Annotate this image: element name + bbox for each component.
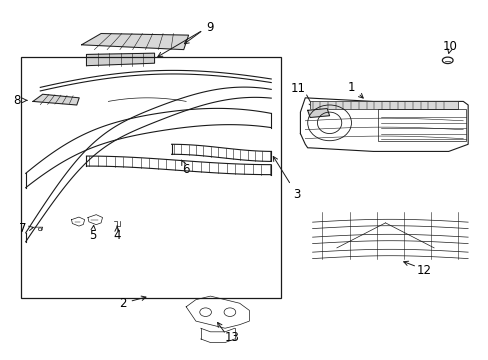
Bar [309,102,458,109]
Text: 12: 12 [416,264,431,276]
Bar [21,57,281,298]
Polygon shape [307,109,329,117]
Text: 1: 1 [347,81,363,98]
Text: 9: 9 [206,21,214,34]
Text: 8: 8 [14,94,27,107]
Text: 4: 4 [113,226,121,242]
Text: 2: 2 [119,296,145,310]
Text: 11: 11 [290,82,305,95]
Polygon shape [33,94,79,105]
Text: 13: 13 [224,331,240,344]
Text: 10: 10 [441,40,456,53]
Polygon shape [86,53,154,66]
Text: 3: 3 [273,157,300,201]
Text: 5: 5 [89,225,96,242]
Bar [377,109,465,141]
Text: 7: 7 [19,222,27,235]
Polygon shape [81,33,188,50]
Text: 6: 6 [181,160,189,176]
